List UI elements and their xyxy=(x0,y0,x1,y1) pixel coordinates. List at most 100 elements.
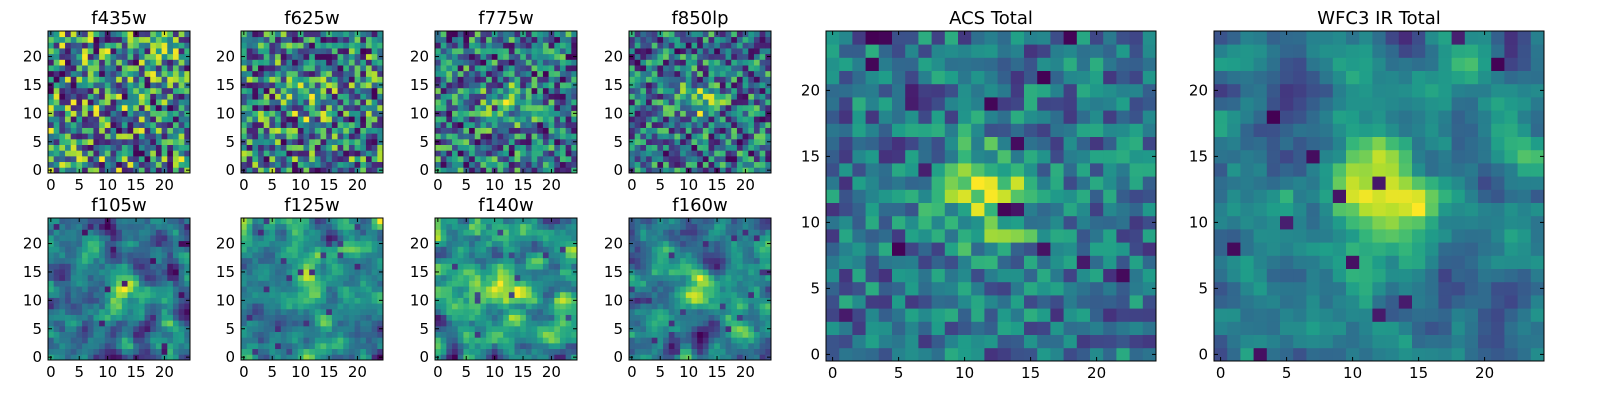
heatmap-cell xyxy=(708,104,715,111)
heatmap-cell xyxy=(742,76,749,83)
heatmap-cell xyxy=(309,308,316,315)
heatmap-cell xyxy=(110,31,117,38)
heatmap-cell xyxy=(440,291,447,298)
heatmap-cell xyxy=(309,42,316,49)
heatmap-cell xyxy=(121,70,128,77)
heatmap-cell xyxy=(144,155,151,163)
heatmap-cell xyxy=(155,93,162,100)
heatmap-cell xyxy=(691,342,698,350)
heatmap-cell xyxy=(337,110,344,117)
heatmap-cell xyxy=(531,48,538,55)
heatmap-cell xyxy=(446,110,453,117)
heatmap-cell xyxy=(354,87,361,94)
heatmap-cell xyxy=(87,110,94,117)
heatmap-cell xyxy=(110,144,117,151)
heatmap-cell xyxy=(491,252,498,259)
heatmap-cell xyxy=(48,76,55,83)
heatmap-cell xyxy=(457,348,464,355)
heatmap-cell xyxy=(646,297,653,304)
y-tick-label: 5 xyxy=(32,133,42,151)
heatmap-cell xyxy=(748,337,755,344)
heatmap-cell xyxy=(571,31,578,38)
heatmap-cell xyxy=(531,42,538,49)
heatmap-cell xyxy=(246,274,253,281)
heatmap-cell xyxy=(184,235,191,242)
heatmap-cell xyxy=(714,87,721,94)
heatmap-cell xyxy=(292,325,299,332)
heatmap-cell xyxy=(172,150,180,157)
heatmap-cell xyxy=(463,48,470,55)
heatmap-cell xyxy=(297,257,304,264)
heatmap-cell xyxy=(680,331,687,338)
heatmap-cell xyxy=(337,337,344,344)
y-tick-label: 10 xyxy=(216,104,235,122)
heatmap-cell xyxy=(138,167,145,174)
heatmap-cell xyxy=(559,246,567,253)
heatmap-cell xyxy=(184,161,191,168)
heatmap-cell xyxy=(469,297,476,304)
heatmap-cell xyxy=(708,291,715,298)
heatmap-cell xyxy=(246,110,253,117)
heatmap-cell xyxy=(680,138,687,145)
heatmap-cell xyxy=(292,59,299,66)
heatmap-cell xyxy=(155,297,162,304)
heatmap-cell xyxy=(469,138,476,145)
heatmap-cell xyxy=(337,93,344,100)
heatmap-cell xyxy=(674,303,681,310)
heatmap-cell xyxy=(87,274,94,281)
heatmap-cell xyxy=(702,127,709,134)
heatmap-cell xyxy=(680,297,687,304)
heatmap-cell xyxy=(337,116,344,123)
heatmap-cell xyxy=(646,354,653,361)
heatmap-cell xyxy=(685,87,692,94)
heatmap-cell xyxy=(184,263,191,270)
heatmap-cell xyxy=(542,59,549,66)
heatmap-cell xyxy=(337,121,344,128)
heatmap-cell xyxy=(548,331,555,338)
heatmap-cell xyxy=(446,138,453,145)
heatmap-cell xyxy=(286,348,293,355)
heatmap-cell xyxy=(753,167,761,174)
heatmap-cell xyxy=(99,155,106,163)
heatmap-cell xyxy=(674,65,681,72)
heatmap-cell xyxy=(275,229,282,236)
heatmap-cell xyxy=(497,263,504,270)
heatmap-cell xyxy=(65,116,72,123)
heatmap-cell xyxy=(559,93,567,100)
heatmap-cell xyxy=(640,59,647,66)
heatmap-cell xyxy=(440,240,447,247)
heatmap-cell xyxy=(53,257,60,264)
heatmap-cell xyxy=(525,110,532,117)
heatmap-cell xyxy=(82,127,89,134)
heatmap-cell xyxy=(469,348,476,355)
heatmap-cell xyxy=(110,297,117,304)
heatmap-cell xyxy=(59,59,66,66)
heatmap-cell xyxy=(70,87,77,94)
heatmap-cell xyxy=(457,325,464,332)
plot-frame xyxy=(240,217,384,361)
heatmap-cell xyxy=(371,93,378,100)
heatmap-cell xyxy=(486,286,493,293)
heatmap-cell xyxy=(269,331,276,338)
heatmap-cell xyxy=(571,320,578,327)
heatmap-cell xyxy=(48,93,55,100)
heatmap-cell xyxy=(554,274,561,281)
heatmap-cell xyxy=(765,314,772,321)
heatmap-cell xyxy=(742,291,749,298)
heatmap-cell xyxy=(531,269,538,276)
heatmap-cell xyxy=(93,150,100,157)
heatmap-cell xyxy=(116,263,123,270)
heatmap-cell xyxy=(691,121,698,128)
heatmap-cell xyxy=(309,325,316,332)
heatmap-cell xyxy=(668,82,675,89)
heatmap-cell xyxy=(172,297,180,304)
heatmap-cell xyxy=(685,308,692,315)
heatmap-cell xyxy=(280,121,287,128)
heatmap-cell xyxy=(486,48,493,55)
heatmap-cell xyxy=(548,320,555,327)
heatmap-cell xyxy=(297,229,304,236)
heatmap-cell xyxy=(343,82,350,89)
heatmap-cell xyxy=(640,70,647,77)
heatmap-cell xyxy=(121,93,128,100)
heatmap-cell xyxy=(144,133,151,140)
